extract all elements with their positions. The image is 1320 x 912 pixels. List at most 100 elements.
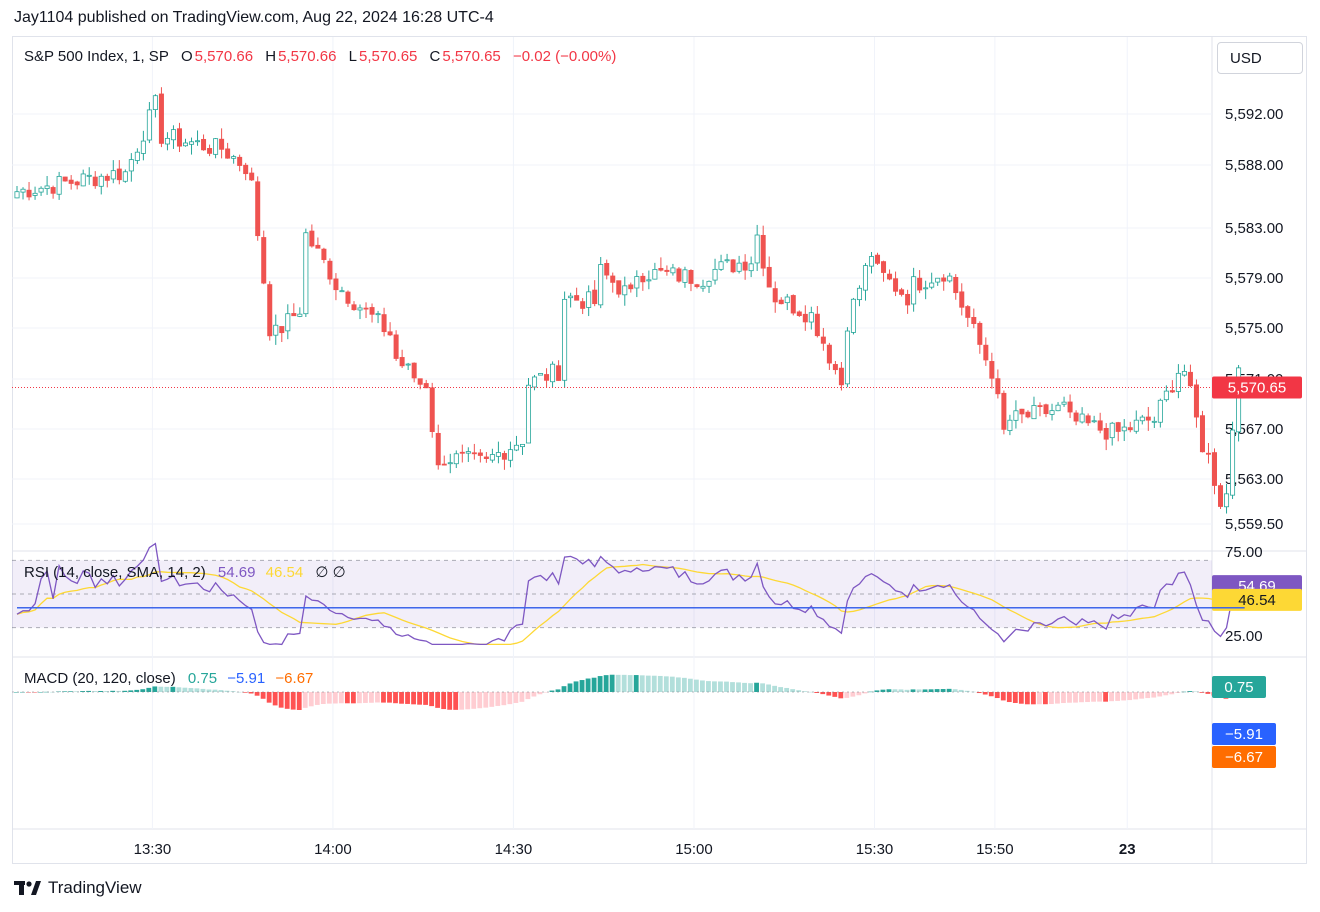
macd-hist-bar xyxy=(429,692,435,707)
macd-hist-bar xyxy=(633,675,639,692)
macd-hist-bar xyxy=(940,689,946,692)
macd-hist-bar xyxy=(1024,692,1030,705)
brand-name: TradingView xyxy=(48,878,142,897)
macd-hist-bar xyxy=(1018,692,1024,704)
macd-hist-badge xyxy=(1212,676,1266,698)
price-tick-label: 5,575.00 xyxy=(1225,320,1283,337)
candle-body xyxy=(941,277,947,282)
open-label: O xyxy=(181,48,193,65)
candle-body xyxy=(1230,429,1236,496)
close-value: 5,570.65 xyxy=(442,48,501,65)
low-label: L xyxy=(348,48,357,65)
candle-body xyxy=(610,275,616,283)
macd-hist-bar xyxy=(194,688,200,692)
macd-hist-bar xyxy=(206,689,212,692)
rsi-na-icons: ∅ ∅ xyxy=(315,564,346,581)
macd-hist-bar xyxy=(188,688,194,692)
candle-body xyxy=(802,313,808,323)
candle-body xyxy=(1187,371,1193,387)
candle-body xyxy=(616,280,622,295)
currency-button[interactable]: USD xyxy=(1217,42,1303,74)
candle-body xyxy=(1013,410,1019,421)
macd-hist-bar xyxy=(1006,692,1012,703)
candle-body xyxy=(1043,404,1049,415)
macd-hist-bar xyxy=(892,689,898,692)
candle-body xyxy=(856,287,862,301)
candle-body xyxy=(279,326,285,334)
macd-hist-bar xyxy=(320,692,326,704)
macd-hist-bar xyxy=(164,686,170,692)
macd-hist-bar xyxy=(98,690,104,692)
macd-hist-bar xyxy=(290,692,296,710)
candle-body xyxy=(754,234,760,264)
macd-hist-bar xyxy=(1079,692,1084,703)
candle-body xyxy=(134,151,140,161)
candle-body xyxy=(417,378,423,385)
candle-body xyxy=(1236,367,1242,433)
last-price-label: 5,570.65 xyxy=(1228,379,1286,396)
candle-body xyxy=(519,443,525,448)
macd-hist-bar xyxy=(651,675,657,692)
macd-hist-bar xyxy=(1121,692,1127,701)
macd-hist-bar xyxy=(146,687,152,692)
candle-body xyxy=(68,179,74,184)
macd-hist-bar xyxy=(68,691,73,692)
brand[interactable]: TradingView xyxy=(14,878,142,898)
candle-body xyxy=(538,373,544,376)
candle-body xyxy=(62,176,68,182)
candle-body xyxy=(176,128,182,147)
macd-hist-bar xyxy=(104,691,110,692)
candle-body xyxy=(447,462,453,465)
candle-body xyxy=(604,263,610,276)
candle-body xyxy=(98,175,104,187)
candle-body xyxy=(628,284,634,290)
candle-body xyxy=(1091,420,1097,423)
macd-hist-bar xyxy=(898,689,904,692)
candle-body xyxy=(1205,452,1211,455)
candle-body xyxy=(128,159,134,172)
candle-body xyxy=(682,269,688,283)
macd-hist-bar xyxy=(826,692,832,696)
candle-body xyxy=(231,156,237,159)
macd-hist-bar xyxy=(964,690,970,692)
macd-hist-bar xyxy=(242,692,248,693)
macd-hist-bar xyxy=(218,690,224,692)
candle-body xyxy=(1175,372,1181,392)
candle-body xyxy=(706,280,712,287)
macd-hist-bar xyxy=(477,692,483,709)
macd-hist-bar xyxy=(657,675,663,692)
candle-body xyxy=(225,148,231,159)
price-tick-label: 5,563.00 xyxy=(1225,471,1283,488)
macd-hist-bar xyxy=(591,677,597,692)
macd-hist-bar xyxy=(796,690,802,692)
candle-body xyxy=(483,456,489,459)
candle-body xyxy=(935,277,941,283)
macd-hist-bar xyxy=(152,686,158,692)
candle-body xyxy=(441,463,447,466)
macd-hist-bar xyxy=(405,692,410,704)
candle-body xyxy=(50,187,56,194)
candle-body xyxy=(255,181,261,237)
candle-body xyxy=(1085,415,1091,424)
candle-body xyxy=(953,276,959,294)
macd-hist-bar xyxy=(471,692,477,709)
macd-hist-bar xyxy=(44,691,49,693)
candle-body xyxy=(778,299,784,305)
candle-body xyxy=(532,376,538,388)
macd-hist-bar xyxy=(1205,692,1211,694)
macd-hist-bar xyxy=(308,692,314,707)
candle-body xyxy=(905,293,911,306)
macd-value: −5.91 xyxy=(227,670,266,687)
macd-hist-bar xyxy=(254,692,260,696)
candle-body xyxy=(1139,416,1145,422)
candle-body xyxy=(887,273,893,280)
candle-body xyxy=(1073,412,1079,422)
candle-body xyxy=(207,148,213,154)
macd-signal-badge-label: −6.67 xyxy=(1225,749,1263,766)
macd-hist-bar xyxy=(700,680,705,692)
macd-hist-bar xyxy=(627,675,633,692)
candle-body xyxy=(550,363,556,383)
macd-hist-bar xyxy=(952,689,958,692)
macd-hist-bar xyxy=(730,682,735,692)
